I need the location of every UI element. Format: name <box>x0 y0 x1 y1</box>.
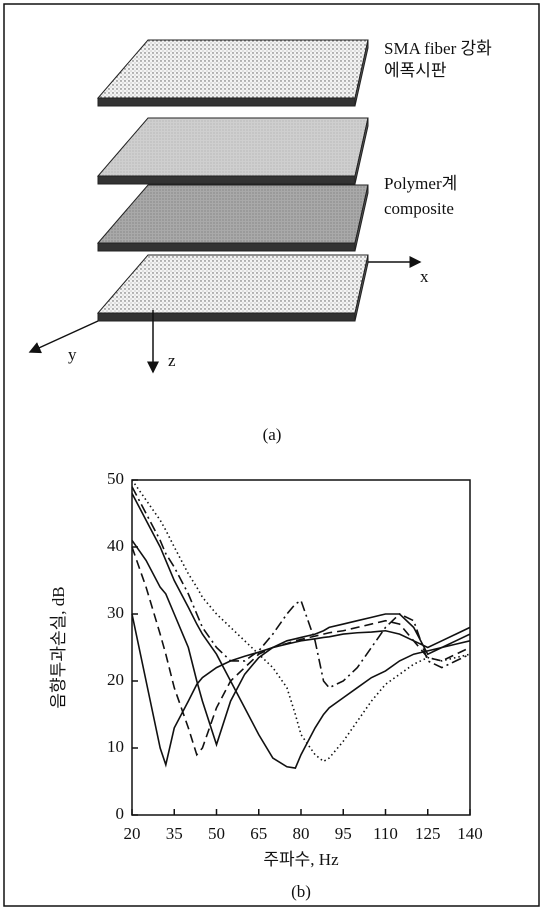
y-tick-label: 50 <box>107 469 124 488</box>
y-arrow <box>30 321 98 352</box>
plate-top <box>98 185 368 243</box>
x-tick-label: 20 <box>124 824 141 843</box>
y-tick-label: 0 <box>116 804 125 823</box>
axis-label: x <box>420 267 429 286</box>
x-tick-label: 125 <box>415 824 441 843</box>
x-tick-label: 95 <box>335 824 352 843</box>
caption: (a) <box>263 425 282 444</box>
layer-label: 에폭시판 <box>384 61 447 80</box>
plate-front <box>98 313 355 321</box>
curve <box>132 480 470 761</box>
plate-top <box>98 40 368 98</box>
curve <box>132 493 470 768</box>
plate-top <box>98 118 368 176</box>
x-tick-label: 65 <box>250 824 267 843</box>
x-tick-label: 35 <box>166 824 183 843</box>
x-tick-label: 80 <box>293 824 310 843</box>
x-tick-label: 50 <box>208 824 225 843</box>
x-axis-title: 주파수, Hz <box>263 850 339 869</box>
plate-front <box>98 98 355 106</box>
layer-stack <box>98 40 368 321</box>
curve <box>132 487 470 688</box>
y-tick-label: 10 <box>107 737 124 756</box>
y-tick-label: 20 <box>107 670 124 689</box>
plate-top <box>98 255 368 313</box>
plate-front <box>98 176 355 184</box>
layer-label: composite <box>384 199 454 218</box>
axis-label: y <box>68 345 77 364</box>
x-tick-label: 140 <box>457 824 483 843</box>
y-axis-title: 음향투과손실, dB <box>49 586 68 708</box>
curve <box>132 547 470 755</box>
layer-label: SMA fiber 강화 <box>384 39 492 58</box>
plot-frame <box>132 480 470 815</box>
y-tick-label: 40 <box>107 536 124 555</box>
y-tick-label: 30 <box>107 603 124 622</box>
plate-front <box>98 243 355 251</box>
figure: SMA fiber 강화 에폭시판 Polymer계 composite x y… <box>0 0 544 911</box>
caption: (b) <box>291 882 311 901</box>
layer-label: Polymer계 <box>384 174 457 193</box>
x-tick-label: 110 <box>373 824 398 843</box>
axis-label: z <box>168 351 176 370</box>
